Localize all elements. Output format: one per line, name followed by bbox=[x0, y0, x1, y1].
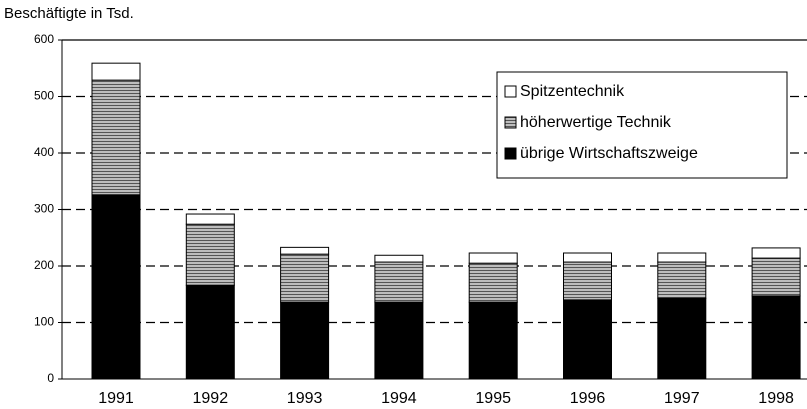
x-tick-label: 1997 bbox=[664, 390, 700, 407]
bar-segment bbox=[468, 252, 518, 264]
bar-segment bbox=[468, 262, 518, 303]
bar-segment bbox=[280, 246, 330, 255]
x-tick-label: 1993 bbox=[287, 390, 323, 407]
legend-label: höherwertige Technik bbox=[520, 114, 672, 131]
bar-segment bbox=[91, 79, 141, 196]
legend-swatch bbox=[504, 116, 517, 129]
bar-segment bbox=[657, 252, 707, 263]
bar-segment bbox=[91, 62, 141, 81]
x-tick-label: 1994 bbox=[381, 390, 417, 407]
x-tick-label: 1996 bbox=[570, 390, 606, 407]
legend-swatch bbox=[504, 85, 517, 98]
bar-segment bbox=[374, 261, 424, 303]
legend-label: Spitzentechnik bbox=[520, 83, 625, 100]
bar-segment bbox=[185, 213, 235, 225]
y-tick-label: 100 bbox=[34, 315, 54, 329]
bar-segment bbox=[563, 261, 612, 301]
x-tick-label: 1991 bbox=[98, 390, 134, 407]
bar-segment bbox=[280, 301, 330, 380]
bar-segment bbox=[374, 254, 424, 263]
bar-segment bbox=[751, 257, 801, 297]
bar-segment bbox=[185, 223, 235, 286]
y-axis-label: Beschäftigte in Tsd. bbox=[4, 5, 134, 22]
bar-segment bbox=[280, 253, 330, 303]
legend-box bbox=[496, 71, 788, 179]
bar-segment bbox=[751, 295, 801, 380]
y-tick-label: 400 bbox=[34, 145, 54, 159]
y-tick-label: 600 bbox=[34, 32, 54, 46]
bar-segment bbox=[563, 252, 612, 263]
bar-segment bbox=[468, 301, 518, 380]
x-tick-label: 1992 bbox=[193, 390, 229, 407]
bar-segment bbox=[563, 299, 612, 380]
y-tick-label: 200 bbox=[34, 258, 54, 272]
y-tick-label: 500 bbox=[34, 89, 54, 103]
bar-segment bbox=[751, 247, 801, 259]
x-tick-label: 1998 bbox=[758, 390, 794, 407]
y-tick-label: 0 bbox=[47, 371, 54, 385]
y-tick-label: 300 bbox=[34, 202, 54, 216]
legend-swatch bbox=[504, 147, 517, 160]
bar-segment bbox=[91, 194, 141, 380]
bar-segment bbox=[657, 297, 707, 380]
x-tick-label: 1995 bbox=[475, 390, 511, 407]
bar-segment bbox=[657, 261, 707, 299]
legend-label: übrige Wirtschaftszweige bbox=[520, 145, 698, 162]
bar-segment bbox=[185, 284, 235, 380]
bar-segment bbox=[374, 301, 424, 380]
